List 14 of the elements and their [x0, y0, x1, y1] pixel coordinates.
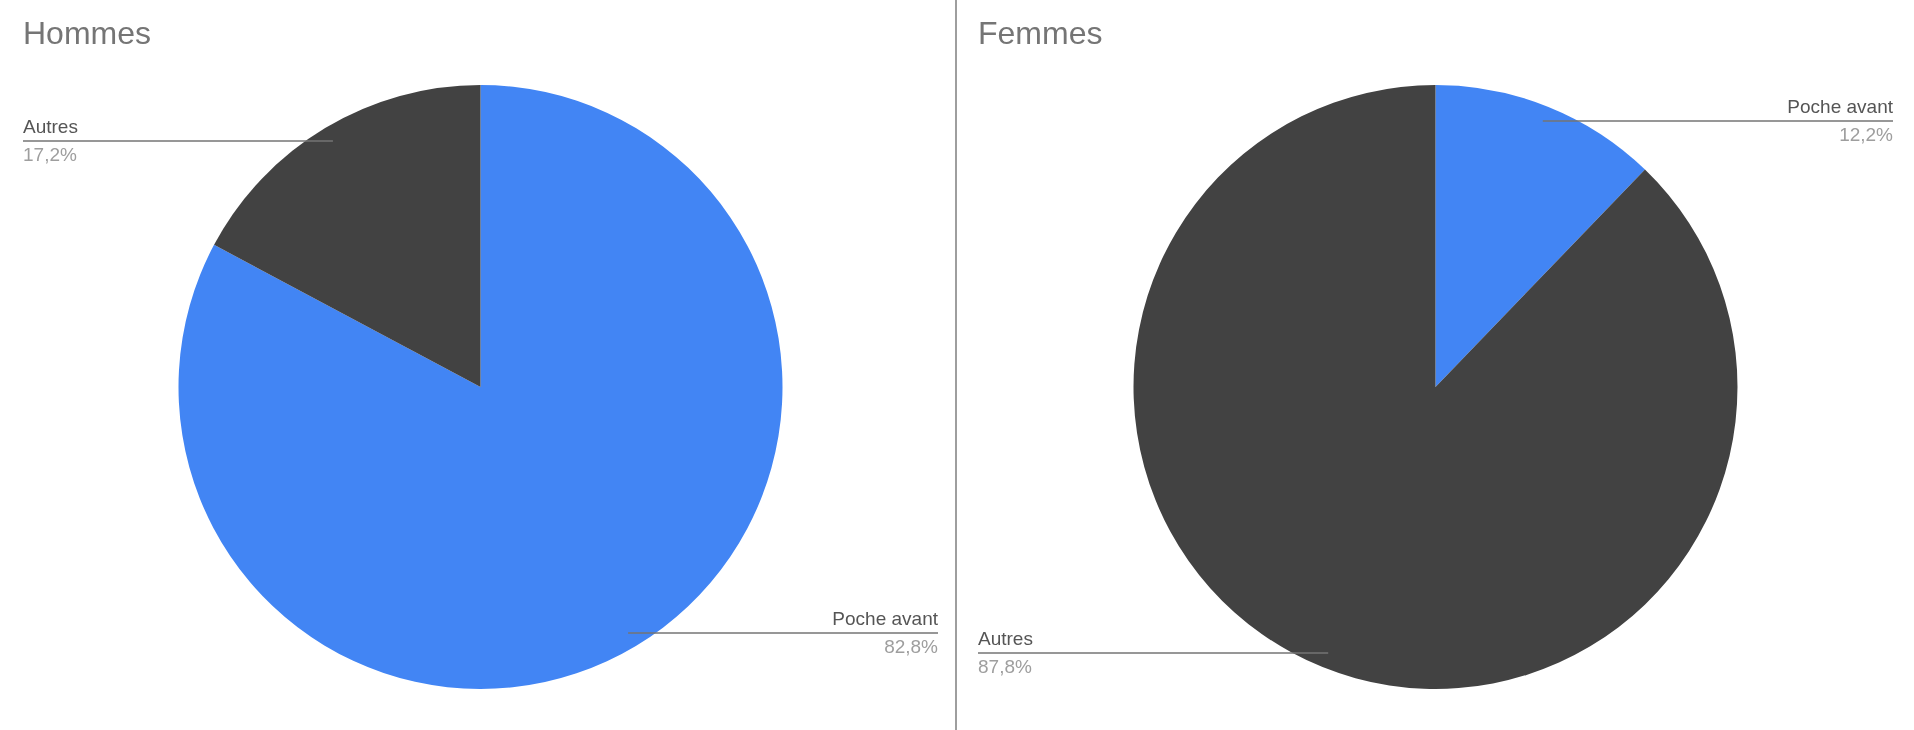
data-label: 82,8%	[884, 636, 939, 658]
chart-title: Hommes	[23, 15, 152, 51]
data-label: 87,8%	[978, 656, 1032, 678]
slice-label: Poche avant	[1787, 95, 1894, 117]
slice-label: Autres	[978, 628, 1033, 650]
pie-slice	[214, 85, 481, 387]
pie-slice	[1435, 85, 1645, 387]
pie-slice	[1133, 85, 1738, 689]
data-label: 17,2%	[23, 143, 77, 165]
chart-title: Femmes	[978, 15, 1103, 51]
pie-slice	[178, 85, 783, 689]
slice-label: Poche avant	[832, 608, 939, 630]
slice-label: Autres	[23, 115, 78, 137]
data-label: 12,2%	[1839, 123, 1894, 145]
